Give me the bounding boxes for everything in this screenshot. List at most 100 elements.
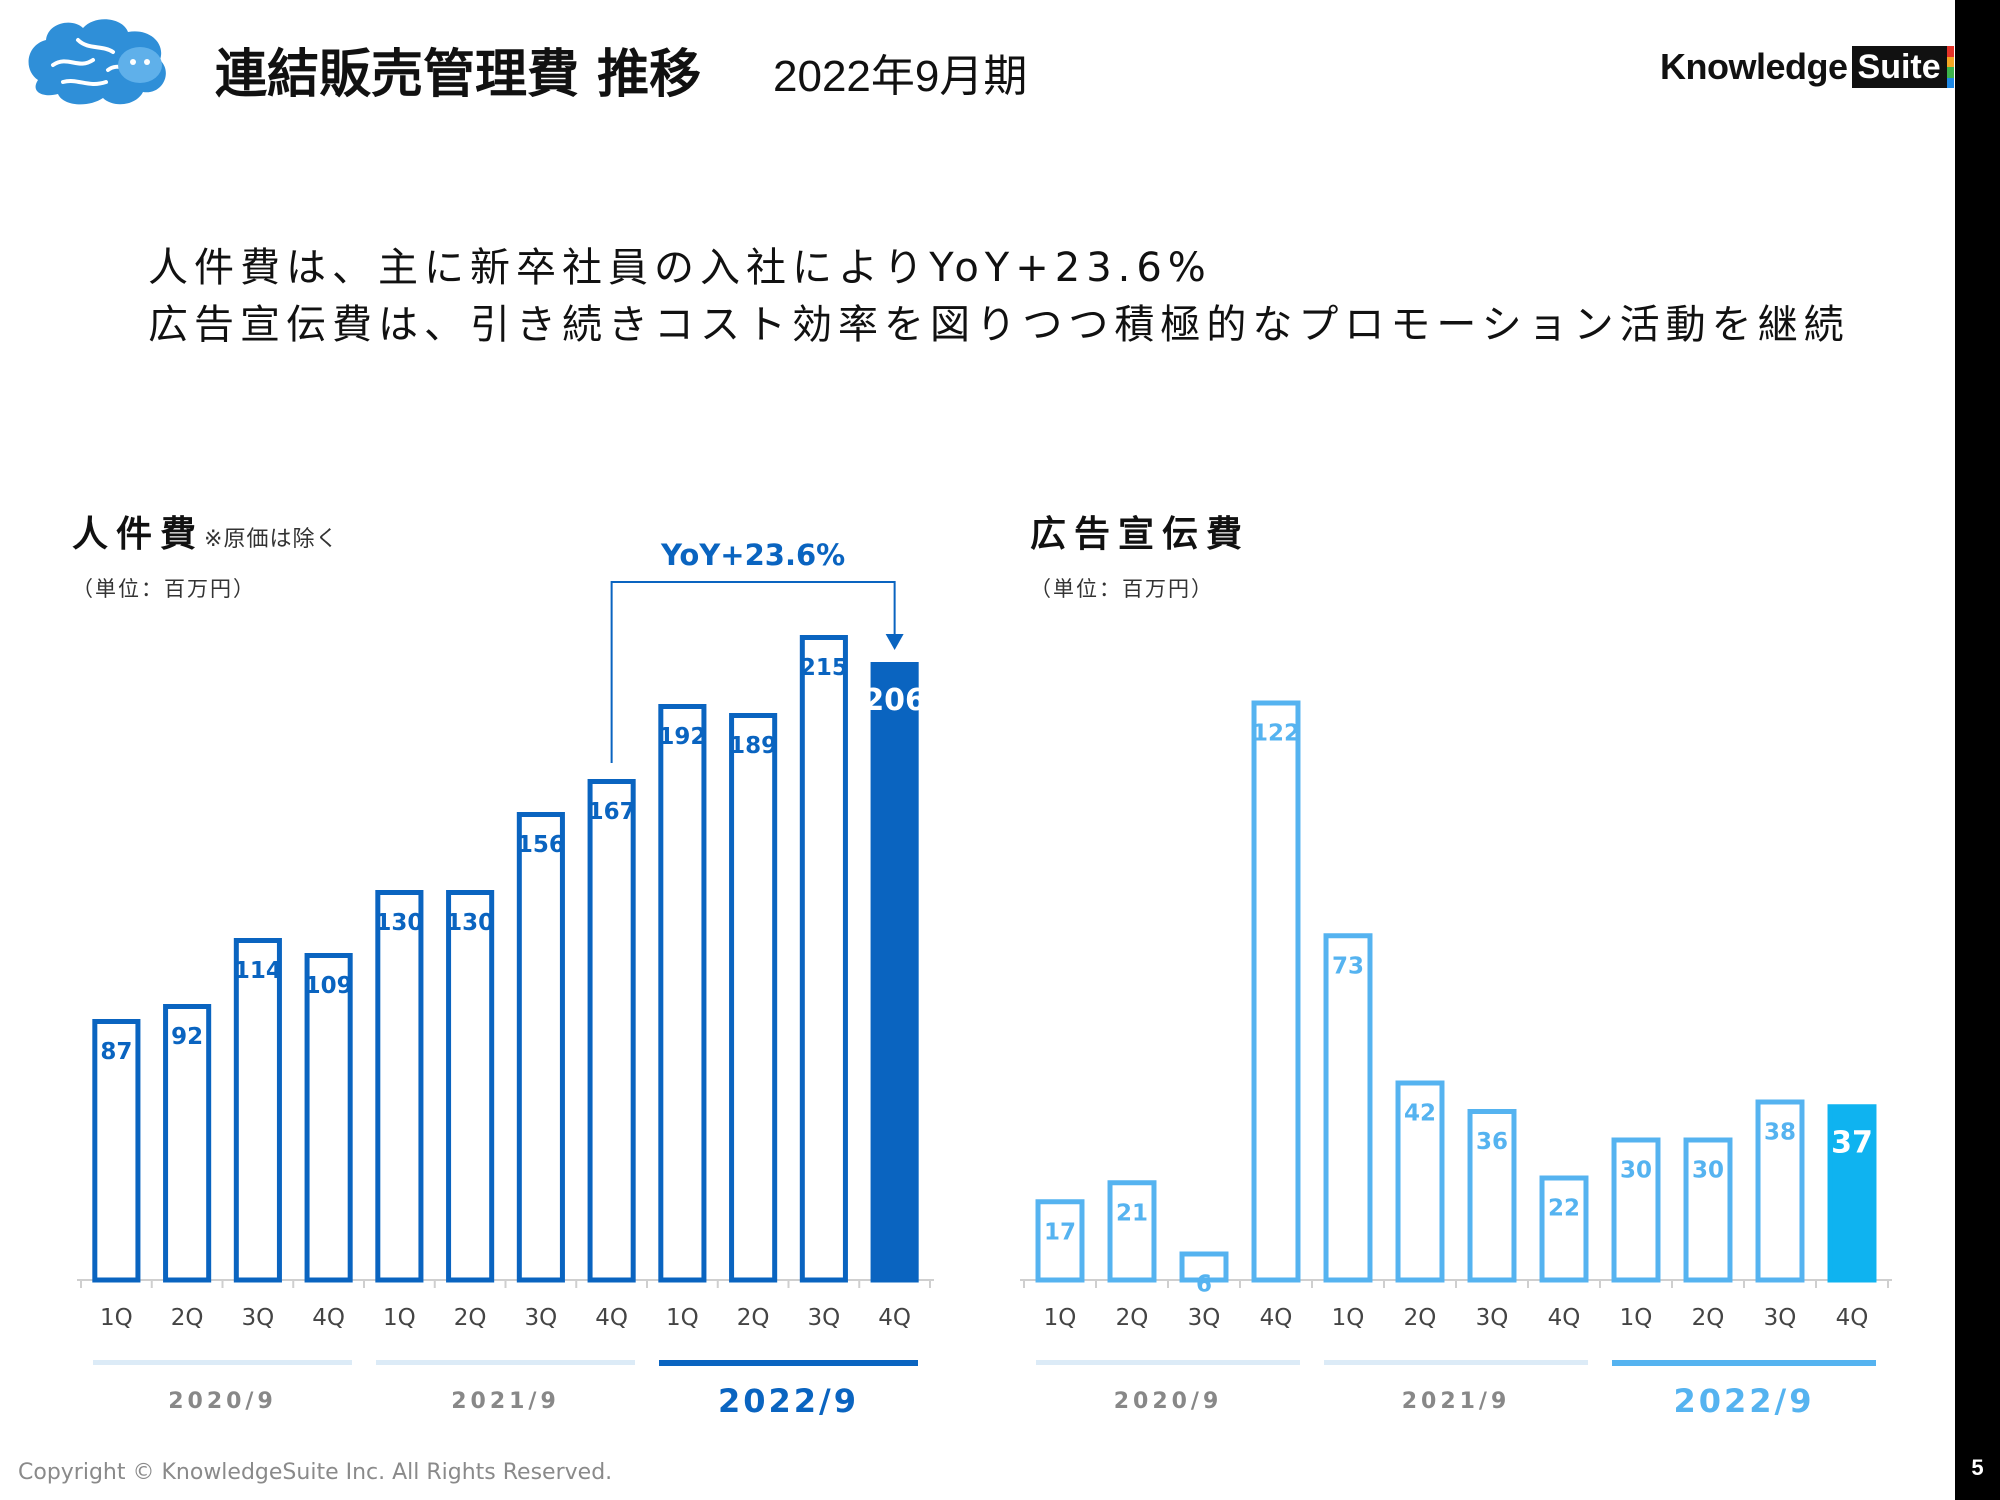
brain-logo-icon [28,19,166,105]
year-group-bar [1612,1360,1876,1366]
personnel-chart-unit: （単位：百万円） [72,577,256,601]
x-tick-label: 4Q [1548,1305,1581,1331]
bar-value-label: 92 [171,1024,203,1050]
year-group-label: 2021/9 [1402,1389,1511,1414]
bar [1035,1199,1085,1283]
x-tick-label: 1Q [666,1305,699,1331]
ad-chart-title: 広告宣伝費 [1030,514,1251,555]
page-title: 連結販売管理費 推移 [215,45,702,105]
x-tick-label: 3Q [242,1305,275,1331]
bar-value-label: 87 [100,1039,132,1065]
x-tick-label: 1Q [1620,1305,1653,1331]
bar [446,890,495,1283]
personnel-chart-note: ※原価は除く [204,527,339,552]
brand-logo: Knowledge Suite [1660,44,1954,90]
bar [1683,1137,1733,1283]
bar [233,938,282,1283]
bar-value-label: 167 [588,799,636,825]
x-tick-label: 2Q [1116,1305,1149,1331]
x-tick-label: 4Q [1836,1305,1869,1331]
bar [1467,1109,1517,1283]
bar [163,1004,212,1283]
bar-value-label: 21 [1116,1200,1148,1226]
x-tick-label: 2Q [1692,1305,1725,1331]
right-edge-bar [1955,0,2000,1500]
page-subtitle: 2022年9月期 [773,52,1028,101]
yoy-annotation-label: YoY+23.6% [660,538,845,572]
x-tick-label: 2Q [454,1305,487,1331]
bar [1323,933,1373,1283]
bar-value-label: 42 [1404,1101,1436,1127]
bar-value-label: 192 [658,724,706,750]
x-tick-label: 4Q [595,1305,628,1331]
bar-value-label: 130 [446,910,494,936]
bar-value-label: 36 [1476,1129,1508,1155]
x-tick-label: 3Q [1188,1305,1221,1331]
brand-logo-text: Knowledge [1660,46,1848,87]
bar [1107,1180,1157,1283]
year-group-bar [93,1360,352,1365]
x-tick-label: 3Q [525,1305,558,1331]
bar-value-label: 114 [234,958,282,984]
year-group-label: 2021/9 [451,1389,560,1414]
brand-stripe [1946,67,1954,78]
footer-copyright: Copyright © KnowledgeSuite Inc. All Righ… [18,1460,613,1485]
ad-chart-unit: （単位：百万円） [1030,577,1214,601]
bar [1251,700,1301,1283]
personnel-chart-title-text: 人件費 [72,514,205,555]
bar-value-label: 206 [863,683,926,718]
bar [1539,1175,1589,1283]
bar-value-label: 109 [305,973,353,999]
bar [92,1019,141,1283]
bar [587,779,636,1283]
personnel-chart-title: 人件費※原価は除く [72,505,338,557]
x-tick-label: 4Q [312,1305,345,1331]
bar-value-label: 30 [1692,1158,1724,1184]
year-group-bar [1036,1360,1300,1365]
headline-line-1: 人件費は、主に新卒社員の入社によりYoY+23.6% [148,245,1212,291]
yoy-arrow-icon [885,634,904,650]
year-group-label: 2020/9 [168,1389,277,1414]
bar [304,953,353,1283]
brand-stripe [1946,77,1954,88]
bar [1611,1137,1661,1283]
bar [870,662,919,1283]
bar [375,890,424,1283]
bar-value-label: 17 [1044,1219,1076,1245]
bar-value-label: 30 [1620,1158,1652,1184]
year-group-label: 2022/9 [1673,1382,1814,1420]
bar [516,812,565,1283]
bar-value-label: 37 [1831,1125,1873,1160]
bar [1827,1104,1877,1283]
bar-value-label: 189 [729,733,777,759]
x-tick-label: 2Q [171,1305,204,1331]
brand-stripe [1946,56,1954,67]
x-tick-label: 1Q [1332,1305,1365,1331]
x-tick-label: 3Q [1764,1305,1797,1331]
x-tick-label: 3Q [808,1305,841,1331]
bar [1179,1251,1229,1283]
x-tick-label: 1Q [383,1305,416,1331]
yoy-connector-line [610,581,896,763]
year-group-bar [376,1360,635,1365]
bar-value-label: 130 [375,910,423,936]
bar-value-label: 73 [1332,953,1364,979]
x-tick-label: 1Q [100,1305,133,1331]
headline-line-2: 広告宣伝費は、引き続きコスト効率を図りつつ積極的なプロモーション活動を継続 [148,302,1850,348]
x-tick-label: 2Q [1404,1305,1437,1331]
x-tick-label: 4Q [878,1305,911,1331]
year-group-label: 2022/9 [718,1382,859,1420]
bar [729,713,778,1283]
year-group-bar [1324,1360,1588,1365]
bar-value-label: 156 [517,832,565,858]
bar [1395,1080,1445,1283]
x-tick-label: 3Q [1476,1305,1509,1331]
bar-value-label: 122 [1252,721,1300,747]
bar [658,704,707,1283]
x-tick-label: 1Q [1044,1305,1077,1331]
year-group-label: 2020/9 [1114,1389,1223,1414]
bar-value-label: 215 [800,655,848,681]
bar-value-label: 22 [1548,1196,1580,1222]
